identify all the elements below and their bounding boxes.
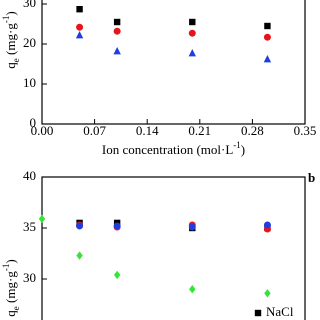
marker bbox=[263, 221, 271, 229]
label-part: ) bbox=[241, 142, 245, 157]
label-part: ) bbox=[3, 259, 18, 263]
label-part: -1 bbox=[1, 264, 11, 272]
x-tick-label: 0.07 bbox=[83, 123, 106, 138]
marker bbox=[75, 31, 84, 39]
marker bbox=[76, 23, 84, 31]
axis-label: qe (mg·g-1) bbox=[1, 11, 21, 68]
marker bbox=[113, 222, 121, 230]
legend-label: NaCl bbox=[266, 304, 294, 319]
marker bbox=[264, 22, 271, 30]
label-part: q bbox=[3, 310, 18, 317]
marker bbox=[113, 270, 121, 280]
label-part: q bbox=[3, 62, 18, 69]
panel-label: b bbox=[308, 170, 315, 185]
label-part: Ion concentration (mol·L bbox=[102, 142, 233, 157]
marker bbox=[76, 6, 83, 13]
marker bbox=[38, 214, 46, 224]
x-tick-label: 0.00 bbox=[31, 123, 54, 138]
y-tick-label: 30 bbox=[23, 270, 36, 285]
axis-label: Ion concentration (mol·L-1) bbox=[102, 140, 245, 157]
label-part: (mg·g bbox=[3, 23, 18, 59]
marker bbox=[113, 27, 121, 35]
plot-frame bbox=[41, 176, 306, 320]
y-tick-label: 40 bbox=[23, 168, 36, 183]
x-tick-label: 0.35 bbox=[294, 123, 317, 138]
label-part: -1 bbox=[233, 140, 241, 150]
x-tick-label: 0.14 bbox=[136, 123, 159, 138]
marker bbox=[254, 309, 262, 317]
plot-frame bbox=[41, 0, 306, 125]
marker bbox=[76, 222, 84, 230]
x-tick-label: 0.28 bbox=[241, 123, 264, 138]
label-part: ) bbox=[3, 11, 18, 15]
y-tick-label: 0 bbox=[30, 115, 37, 130]
marker bbox=[113, 18, 121, 26]
y-tick-label: 10 bbox=[23, 75, 36, 90]
label-part: e bbox=[11, 306, 21, 310]
y-tick-label: 20 bbox=[23, 35, 36, 50]
marker bbox=[189, 285, 196, 294]
marker bbox=[189, 18, 196, 26]
marker bbox=[188, 223, 196, 231]
y-tick-label: 35 bbox=[23, 219, 36, 234]
marker bbox=[264, 289, 271, 298]
marker bbox=[113, 47, 121, 55]
label-part: (mg·g bbox=[3, 271, 18, 307]
x-tick-label: 0.21 bbox=[188, 123, 211, 138]
marker bbox=[263, 33, 271, 41]
label-part: e bbox=[11, 58, 21, 62]
axis-label: qe (mg·g-1) bbox=[1, 259, 21, 316]
marker bbox=[188, 29, 196, 37]
marker bbox=[188, 49, 196, 57]
y-tick-label: 30 bbox=[23, 0, 36, 10]
marker bbox=[263, 55, 272, 63]
marker bbox=[76, 251, 83, 260]
label-part: -1 bbox=[1, 16, 11, 24]
